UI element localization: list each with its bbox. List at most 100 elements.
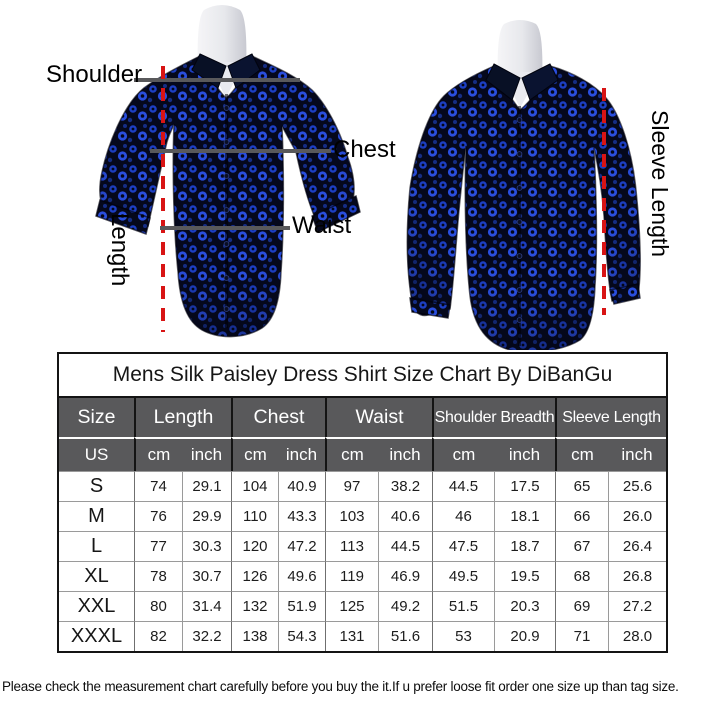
unit-header-cm: cm — [432, 437, 494, 471]
col-header-sleeve-length: Sleeve Length — [555, 396, 666, 437]
unit-header-inch: inch — [378, 437, 432, 471]
value-cell: 44.5 — [378, 531, 432, 561]
col-header-waist: Waist — [325, 396, 432, 437]
chest-label: Chest — [333, 136, 396, 163]
size-table: Mens Silk Paisley Dress Shirt Size Chart… — [57, 352, 668, 653]
sleeve-measure-line — [602, 88, 606, 315]
value-cell: 32.2 — [182, 621, 231, 651]
table-title: Mens Silk Paisley Dress Shirt Size Chart… — [59, 354, 666, 396]
value-cell: 47.2 — [278, 531, 325, 561]
buttons — [516, 117, 523, 323]
value-cell: 97 — [325, 471, 378, 501]
value-cell: 49.6 — [278, 561, 325, 591]
length-label: Length — [106, 213, 134, 287]
value-cell: 29.9 — [182, 501, 231, 531]
button-placket — [518, 106, 521, 346]
size-cell: M — [59, 501, 134, 531]
unit-header-inch: inch — [278, 437, 325, 471]
value-cell: 119 — [325, 561, 378, 591]
value-cell: 30.7 — [182, 561, 231, 591]
value-cell: 49.5 — [432, 561, 494, 591]
value-cell: 65 — [555, 471, 608, 501]
value-cell: 132 — [231, 591, 278, 621]
unit-header-cm: cm — [555, 437, 608, 471]
value-cell: 74 — [134, 471, 182, 501]
cuff-left — [409, 297, 451, 319]
value-cell: 77 — [134, 531, 182, 561]
cuff-right — [609, 283, 641, 305]
col-header-chest: Chest — [231, 396, 325, 437]
value-cell: 29.1 — [182, 471, 231, 501]
unit-header-inch: inch — [494, 437, 555, 471]
value-cell: 67 — [555, 531, 608, 561]
length-measure-line — [161, 66, 165, 332]
value-cell: 66 — [555, 501, 608, 531]
value-cell: 71 — [555, 621, 608, 651]
value-cell: 38.2 — [378, 471, 432, 501]
value-cell: 78 — [134, 561, 182, 591]
value-cell: 46 — [432, 501, 494, 531]
value-cell: 20.3 — [494, 591, 555, 621]
value-cell: 103 — [325, 501, 378, 531]
size-cell: XXL — [59, 591, 134, 621]
collar-left — [485, 63, 521, 101]
value-cell: 47.5 — [432, 531, 494, 561]
size-cell: XXXL — [59, 621, 134, 651]
value-cell: 31.4 — [182, 591, 231, 621]
value-cell: 131 — [325, 621, 378, 651]
value-cell: 113 — [325, 531, 378, 561]
shoulder-label: Shoulder — [46, 61, 143, 88]
col-header-shoulder-breadth: Shoulder Breadth — [432, 396, 555, 437]
footer-note: Please check the measurement chart caref… — [2, 679, 679, 694]
rolled-cuff-left — [95, 199, 151, 235]
value-cell: 27.2 — [608, 591, 666, 621]
value-cell: 76 — [134, 501, 182, 531]
value-cell: 53 — [432, 621, 494, 651]
value-cell: 82 — [134, 621, 182, 651]
unit-header-us: US — [59, 437, 134, 471]
value-cell: 80 — [134, 591, 182, 621]
waist-label: Waist — [292, 212, 352, 239]
size-cell: L — [59, 531, 134, 561]
shoulder-measure-line — [134, 78, 300, 82]
unit-header-cm: cm — [231, 437, 278, 471]
value-cell: 69 — [555, 591, 608, 621]
chest-measure-line — [150, 149, 331, 153]
value-cell: 126 — [231, 561, 278, 591]
buttons — [223, 105, 230, 312]
value-cell: 26.8 — [608, 561, 666, 591]
sleeve-length-label: Sleeve Length — [647, 110, 674, 258]
unit-header-cm: cm — [134, 437, 182, 471]
value-cell: 43.3 — [278, 501, 325, 531]
value-cell: 26.0 — [608, 501, 666, 531]
value-cell: 40.9 — [278, 471, 325, 501]
value-cell: 25.6 — [608, 471, 666, 501]
value-cell: 26.4 — [608, 531, 666, 561]
value-cell: 40.6 — [378, 501, 432, 531]
collar-right — [521, 63, 559, 101]
waist-measure-line — [160, 226, 290, 230]
value-cell: 44.5 — [432, 471, 494, 501]
value-cell: 30.3 — [182, 531, 231, 561]
value-cell: 51.5 — [432, 591, 494, 621]
value-cell: 110 — [231, 501, 278, 531]
value-cell: 54.3 — [278, 621, 325, 651]
unit-header-inch: inch — [608, 437, 666, 471]
value-cell: 49.2 — [378, 591, 432, 621]
col-header-size: Size — [59, 396, 134, 437]
unit-header-inch: inch — [182, 437, 231, 471]
value-cell: 68 — [555, 561, 608, 591]
rolled-cuff-right — [311, 194, 361, 234]
shirt-shading — [407, 66, 641, 350]
value-cell: 120 — [231, 531, 278, 561]
col-header-length: Length — [134, 396, 231, 437]
value-cell: 125 — [325, 591, 378, 621]
value-cell: 17.5 — [494, 471, 555, 501]
value-cell: 28.0 — [608, 621, 666, 651]
unit-header-cm: cm — [325, 437, 378, 471]
shirt-side-figure — [406, 20, 641, 350]
shirt-front-figure — [95, 5, 361, 338]
value-cell: 46.9 — [378, 561, 432, 591]
value-cell: 104 — [231, 471, 278, 501]
